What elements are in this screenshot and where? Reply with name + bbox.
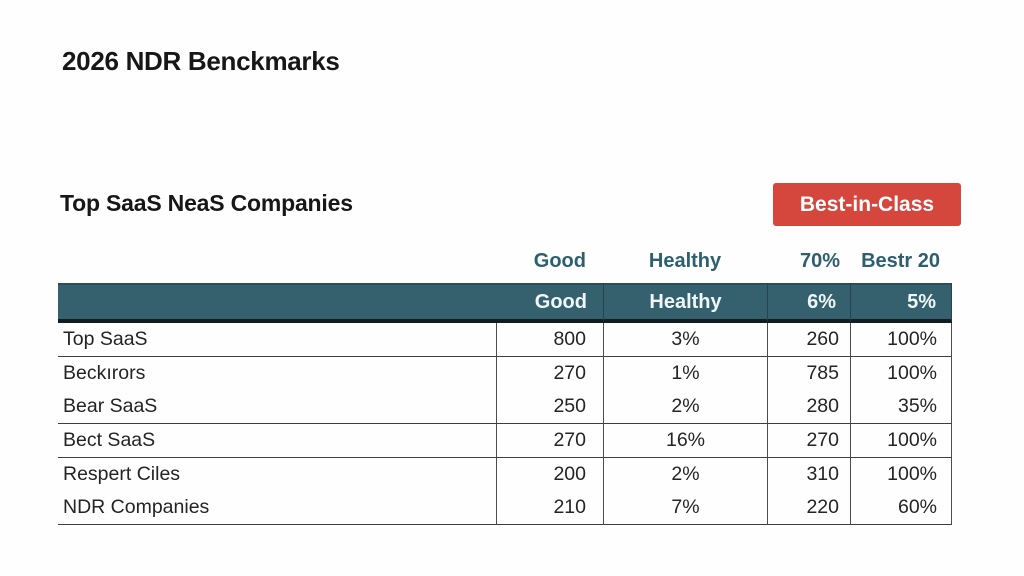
table-row: Bect SaaS 270 16% 270 100% xyxy=(58,423,952,457)
cell-company: Bect SaaS xyxy=(58,423,496,457)
cell-value: 310 xyxy=(767,457,850,491)
cell-company: Bear SaaS xyxy=(58,390,496,423)
cell-value: 270 xyxy=(767,423,850,457)
table-row: Respert Ciles 200 2% 310 100% xyxy=(58,457,952,491)
page-title: 2026 NDR Benckmarks xyxy=(62,46,340,76)
cell-value: 280 xyxy=(767,390,850,423)
header-cell-healthy: Healthy xyxy=(603,283,767,323)
section-title: Top SaaS NeaS Companies xyxy=(60,190,353,216)
cell-value: 270 xyxy=(496,356,603,390)
column-label-good: Good xyxy=(533,250,586,272)
cell-company: NDR Companies xyxy=(58,491,496,525)
header-cell-good: Good xyxy=(58,283,603,323)
cell-value: 2% xyxy=(603,457,767,491)
cell-value: 100% xyxy=(850,457,952,491)
cell-value: 3% xyxy=(603,323,767,356)
column-label-spacer xyxy=(58,273,496,278)
benchmarks-table: Good Healthy 6% 5% Top SaaS 800 3% 260 1… xyxy=(58,283,952,525)
cell-company: Top SaaS xyxy=(58,323,496,356)
best-in-class-badge: Best-in-Class xyxy=(773,183,961,226)
cell-value: 270 xyxy=(496,423,603,457)
column-label-healthy: Healthy xyxy=(648,250,722,272)
cell-value: 100% xyxy=(850,356,952,390)
cell-value: 100% xyxy=(850,423,952,457)
column-label-bestr-20: Bestr 20 xyxy=(861,250,940,272)
cell-value: 2% xyxy=(603,390,767,423)
cell-value: 60% xyxy=(850,491,952,525)
table-row: Bear SaaS 250 2% 280 35% xyxy=(58,390,952,423)
cell-value: 220 xyxy=(767,491,850,525)
table-row: Beckırors 270 1% 785 100% xyxy=(58,356,952,390)
cell-value: 100% xyxy=(850,323,952,356)
cell-value: 800 xyxy=(496,323,603,356)
cell-value: 785 xyxy=(767,356,850,390)
cell-value: 35% xyxy=(850,390,952,423)
cell-value: 210 xyxy=(496,491,603,525)
cell-value: 260 xyxy=(767,323,850,356)
header-cell-6pct: 6% xyxy=(767,283,850,323)
column-labels-row: Good Healthy 70% Bestr 20 xyxy=(58,242,952,278)
cell-value: 16% xyxy=(603,423,767,457)
cell-company: Respert Ciles xyxy=(58,457,496,491)
cell-value: 250 xyxy=(496,390,603,423)
cell-value: 1% xyxy=(603,356,767,390)
header-cell-5pct: 5% xyxy=(850,283,952,323)
table-row: NDR Companies 210 7% 220 60% xyxy=(58,491,952,525)
cell-value: 7% xyxy=(603,491,767,525)
cell-value: 200 xyxy=(496,457,603,491)
cell-company: Beckırors xyxy=(58,356,496,390)
table-header-row: Good Healthy 6% 5% xyxy=(58,283,952,323)
column-label-70pct: 70% xyxy=(799,250,840,272)
table-row: Top SaaS 800 3% 260 100% xyxy=(58,323,952,356)
